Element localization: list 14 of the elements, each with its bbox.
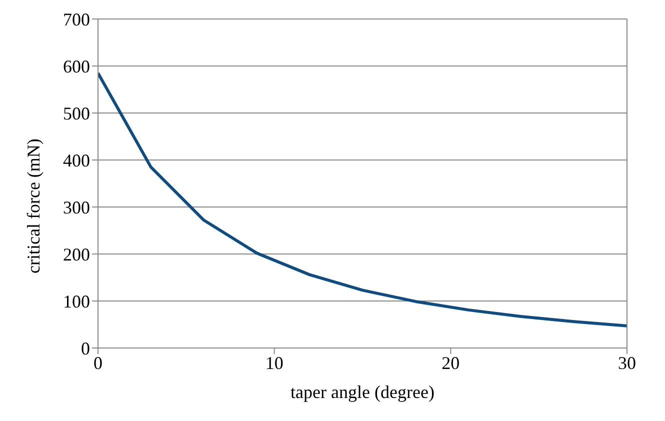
y-tick-label: 600: [63, 56, 90, 76]
x-tick-label: 20: [442, 352, 460, 373]
x-tick-label: 10: [265, 352, 284, 373]
y-tick-label: 200: [63, 244, 90, 264]
x-tick-label: 0: [94, 352, 102, 373]
x-axis-title: taper angle (degree): [290, 382, 434, 402]
y-tick-label: 0: [81, 338, 90, 358]
y-tick-label: 700: [63, 9, 90, 30]
y-tick-label: 100: [63, 291, 90, 312]
y-tick-label: 500: [63, 103, 90, 124]
x-tick-label: 30: [618, 352, 636, 373]
y-axis-title: critical force (mN): [23, 138, 44, 274]
y-tick-label: 400: [63, 150, 90, 170]
y-tick-label: 300: [63, 197, 90, 218]
